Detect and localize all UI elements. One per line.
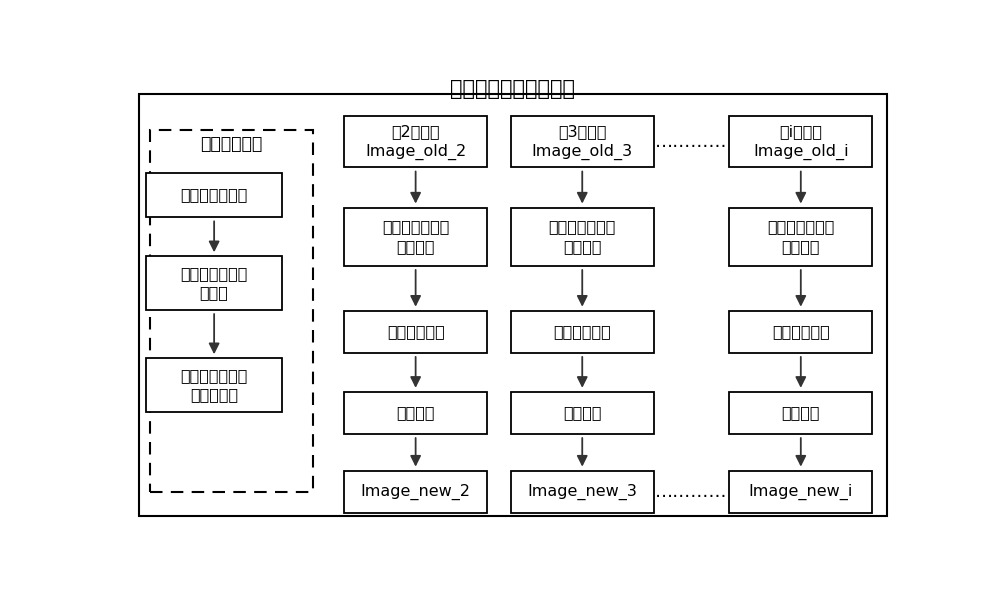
Text: Image_new_i: Image_new_i [749,483,853,500]
Text: 与特征模板进行
最优匹配: 与特征模板进行 最优匹配 [382,219,449,254]
Text: 求解位移矩阵: 求解位移矩阵 [772,324,830,340]
FancyBboxPatch shape [146,256,282,310]
Text: 仿射变换: 仿射变换 [782,405,820,420]
Text: …………: ………… [654,483,727,501]
FancyBboxPatch shape [344,392,487,434]
FancyBboxPatch shape [511,311,654,353]
Text: 第2帧图像
Image_old_2: 第2帧图像 Image_old_2 [365,124,466,160]
FancyBboxPatch shape [729,471,872,513]
FancyBboxPatch shape [344,208,487,265]
FancyBboxPatch shape [344,116,487,167]
FancyBboxPatch shape [729,392,872,434]
Text: 基于灰度值的图像校正: 基于灰度值的图像校正 [450,79,575,99]
FancyBboxPatch shape [511,471,654,513]
FancyBboxPatch shape [150,130,313,492]
Text: 与特征模板进行
最优匹配: 与特征模板进行 最优匹配 [549,219,616,254]
Text: 第3帧图像
Image_old_3: 第3帧图像 Image_old_3 [532,124,633,160]
Text: 求解位移矩阵: 求解位移矩阵 [387,324,444,340]
FancyBboxPatch shape [344,471,487,513]
FancyBboxPatch shape [146,358,282,412]
Text: 第i帧图像
Image_old_i: 第i帧图像 Image_old_i [753,124,849,160]
Text: 获取第一帧图像: 获取第一帧图像 [180,188,248,203]
Text: 与特征模板进行
最优匹配: 与特征模板进行 最优匹配 [767,219,834,254]
Text: 求解位移矩阵: 求解位移矩阵 [553,324,611,340]
FancyBboxPatch shape [729,116,872,167]
FancyBboxPatch shape [511,208,654,265]
Text: 仿射变换: 仿射变换 [563,405,602,420]
FancyBboxPatch shape [511,392,654,434]
Text: 仿射变换: 仿射变换 [396,405,435,420]
Text: 创建模板图像: 创建模板图像 [200,135,262,153]
Text: 创建基于灰度值
的特征模板: 创建基于灰度值 的特征模板 [180,368,248,403]
Text: Image_new_3: Image_new_3 [527,483,637,500]
FancyBboxPatch shape [729,208,872,265]
Text: 迭代搜索最优模
板区域: 迭代搜索最优模 板区域 [180,265,248,300]
Text: Image_new_2: Image_new_2 [361,483,471,500]
FancyBboxPatch shape [344,311,487,353]
FancyBboxPatch shape [729,311,872,353]
FancyBboxPatch shape [511,116,654,167]
FancyBboxPatch shape [146,173,282,217]
Text: …………: ………… [654,133,727,150]
